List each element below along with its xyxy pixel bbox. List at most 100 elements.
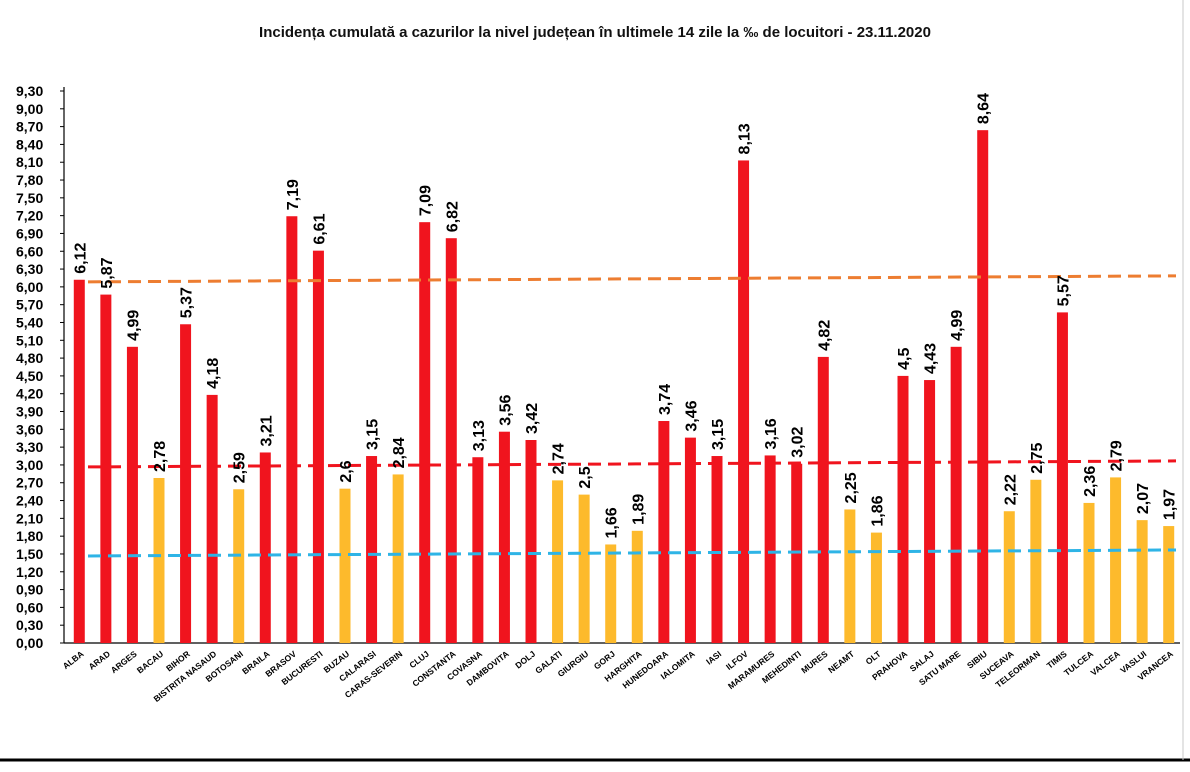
y-tick-label: 6,00 <box>16 279 43 295</box>
data-label: 3,13 <box>471 420 488 451</box>
data-label: 6,12 <box>72 243 89 274</box>
y-tick-label: 5,40 <box>16 314 43 330</box>
x-tick-label: IASI <box>704 649 723 667</box>
threshold-line <box>87 459 1177 469</box>
bar-botosani <box>233 489 245 643</box>
y-tick-label: 2,70 <box>16 475 43 491</box>
bar-arges <box>126 346 138 643</box>
y-tick-label: 5,10 <box>16 332 43 348</box>
data-label: 1,66 <box>604 507 621 538</box>
y-tick-label: 6,90 <box>16 225 43 241</box>
y-tick-label: 4,20 <box>16 386 43 402</box>
bar-olt <box>870 532 882 643</box>
data-label: 3,74 <box>657 384 674 415</box>
bar-suceava <box>1003 511 1015 643</box>
data-label: 4,99 <box>949 310 966 341</box>
bar-timis <box>1056 312 1068 643</box>
bar-giurgiu <box>578 494 590 643</box>
bar-salaj <box>924 380 936 643</box>
bar-mures <box>817 356 829 643</box>
bar-buzau <box>339 488 351 643</box>
data-label: 5,37 <box>179 287 196 318</box>
y-tick-label: 2,10 <box>16 510 43 526</box>
bar-valcea <box>1110 477 1122 643</box>
data-label: 2,07 <box>1135 483 1152 514</box>
bar-calarasi <box>366 456 378 643</box>
bar-teleorman <box>1030 479 1042 643</box>
bar-ilfov <box>738 160 750 643</box>
data-label: 2,5 <box>577 466 594 488</box>
x-tick-label: ALBA <box>61 649 86 671</box>
data-label: 2,6 <box>338 460 355 482</box>
bar-cluj <box>419 222 431 643</box>
x-tick-label: OLT <box>864 648 884 666</box>
data-label: 2,84 <box>391 437 408 468</box>
y-tick-label: 9,00 <box>16 101 43 117</box>
data-label: 2,25 <box>843 472 860 503</box>
y-tick-label: 6,30 <box>16 261 43 277</box>
y-tick-label: 7,20 <box>16 208 43 224</box>
bar-harghita <box>631 530 643 643</box>
bar-covasna <box>472 457 484 643</box>
bar-prahova <box>897 375 909 643</box>
y-tick-label: 1,80 <box>16 528 43 544</box>
data-label: 1,89 <box>630 494 647 525</box>
bar-bihor <box>180 324 192 643</box>
data-label: 2,36 <box>1082 466 1099 497</box>
data-label: 3,16 <box>763 418 780 449</box>
y-tick-label: 4,80 <box>16 350 43 366</box>
data-label: 7,19 <box>285 179 302 210</box>
data-label: 4,43 <box>923 343 940 374</box>
y-tick-label: 9,30 <box>16 83 43 99</box>
data-label: 5,87 <box>99 257 116 288</box>
bar-alba <box>73 279 85 643</box>
bar-maramures <box>764 455 776 643</box>
data-label: 8,13 <box>737 123 754 154</box>
data-label: 5,57 <box>1055 275 1072 306</box>
bar-braila <box>259 452 271 643</box>
data-label: 4,99 <box>125 310 142 341</box>
y-tick-label: 4,50 <box>16 368 43 384</box>
x-tick-label: MURES <box>799 648 830 675</box>
x-tick-label: ARGES <box>109 648 139 675</box>
bar-vrancea <box>1163 526 1175 643</box>
data-label: 6,82 <box>444 201 461 232</box>
bar-neamt <box>844 509 856 643</box>
data-label: 3,15 <box>710 419 727 450</box>
bar-sibiu <box>977 130 989 643</box>
bar-hunedoara <box>658 421 670 643</box>
data-label: 2,74 <box>551 443 568 474</box>
y-tick-label: 6,60 <box>16 243 43 259</box>
y-tick-label: 7,50 <box>16 190 43 206</box>
data-label: 2,78 <box>152 441 169 472</box>
y-tick-label: 5,70 <box>16 297 43 313</box>
data-label: 1,86 <box>869 495 886 526</box>
data-label: 2,22 <box>1002 474 1019 505</box>
y-tick-label: 0,90 <box>16 582 43 598</box>
data-label: 4,18 <box>205 358 222 389</box>
data-label: 8,64 <box>976 93 993 124</box>
data-label: 3,56 <box>497 394 514 425</box>
y-tick-label: 7,80 <box>16 172 43 188</box>
data-label: 3,46 <box>683 400 700 431</box>
y-tick-label: 0,00 <box>16 635 43 651</box>
bar-galati <box>552 480 564 643</box>
y-tick-label: 3,90 <box>16 404 43 420</box>
bar-ialomita <box>684 437 696 643</box>
bar-vaslui <box>1136 520 1148 643</box>
bar-bucuresti <box>312 250 324 643</box>
y-tick-label: 3,60 <box>16 421 43 437</box>
bar-caras-severin <box>392 474 404 643</box>
data-label: 4,82 <box>816 320 833 351</box>
bar-dolj <box>525 440 537 643</box>
y-tick-label: 1,20 <box>16 564 43 580</box>
data-label: 2,75 <box>1029 443 1046 474</box>
y-tick-label: 2,40 <box>16 493 43 509</box>
y-tick-label: 8,70 <box>16 119 43 135</box>
data-label: 3,02 <box>790 427 807 458</box>
x-tick-label: VALCEA <box>1089 649 1122 678</box>
data-label: 1,97 <box>1162 489 1179 520</box>
data-label: 7,09 <box>418 185 435 216</box>
bar-bistrita-nasaud <box>206 394 218 643</box>
